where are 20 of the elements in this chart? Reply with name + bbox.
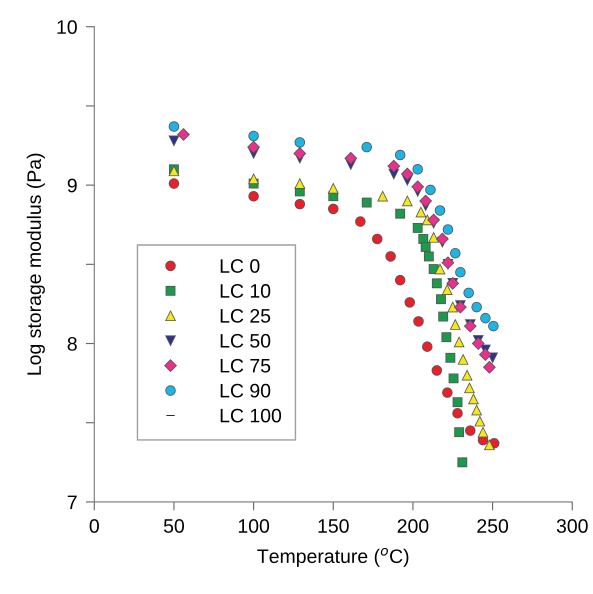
y-axis-title: Log storage modulus (Pa) (26, 154, 45, 375)
x-axis-title: Temperature ($^{o}$C) (257, 548, 408, 567)
legend-label: LC 10 (220, 284, 270, 298)
x-tick-label: 50 (164, 519, 184, 533)
legend-label: LC 25 (220, 308, 270, 323)
legend-label: LC 100 (220, 408, 282, 422)
x-tick-label: 200 (398, 519, 428, 533)
y-tick-label: 9 (68, 178, 77, 192)
legend-label: LC 90 (220, 384, 270, 398)
x-tick-label: 100 (238, 519, 270, 533)
x-tick-label: 250 (477, 519, 508, 533)
x-tick-label: 300 (556, 519, 588, 533)
y-tick-label: 10 (57, 20, 77, 34)
y-tick-label: 8 (68, 337, 77, 351)
x-tick-label: 0 (90, 519, 99, 533)
legend-label: LC 75 (220, 358, 270, 373)
y-tick-label: 7 (68, 496, 77, 509)
x-tick-label: 150 (318, 519, 349, 533)
legend-label: LC 0 (220, 259, 260, 273)
legend-label: LC 50 (220, 334, 270, 348)
